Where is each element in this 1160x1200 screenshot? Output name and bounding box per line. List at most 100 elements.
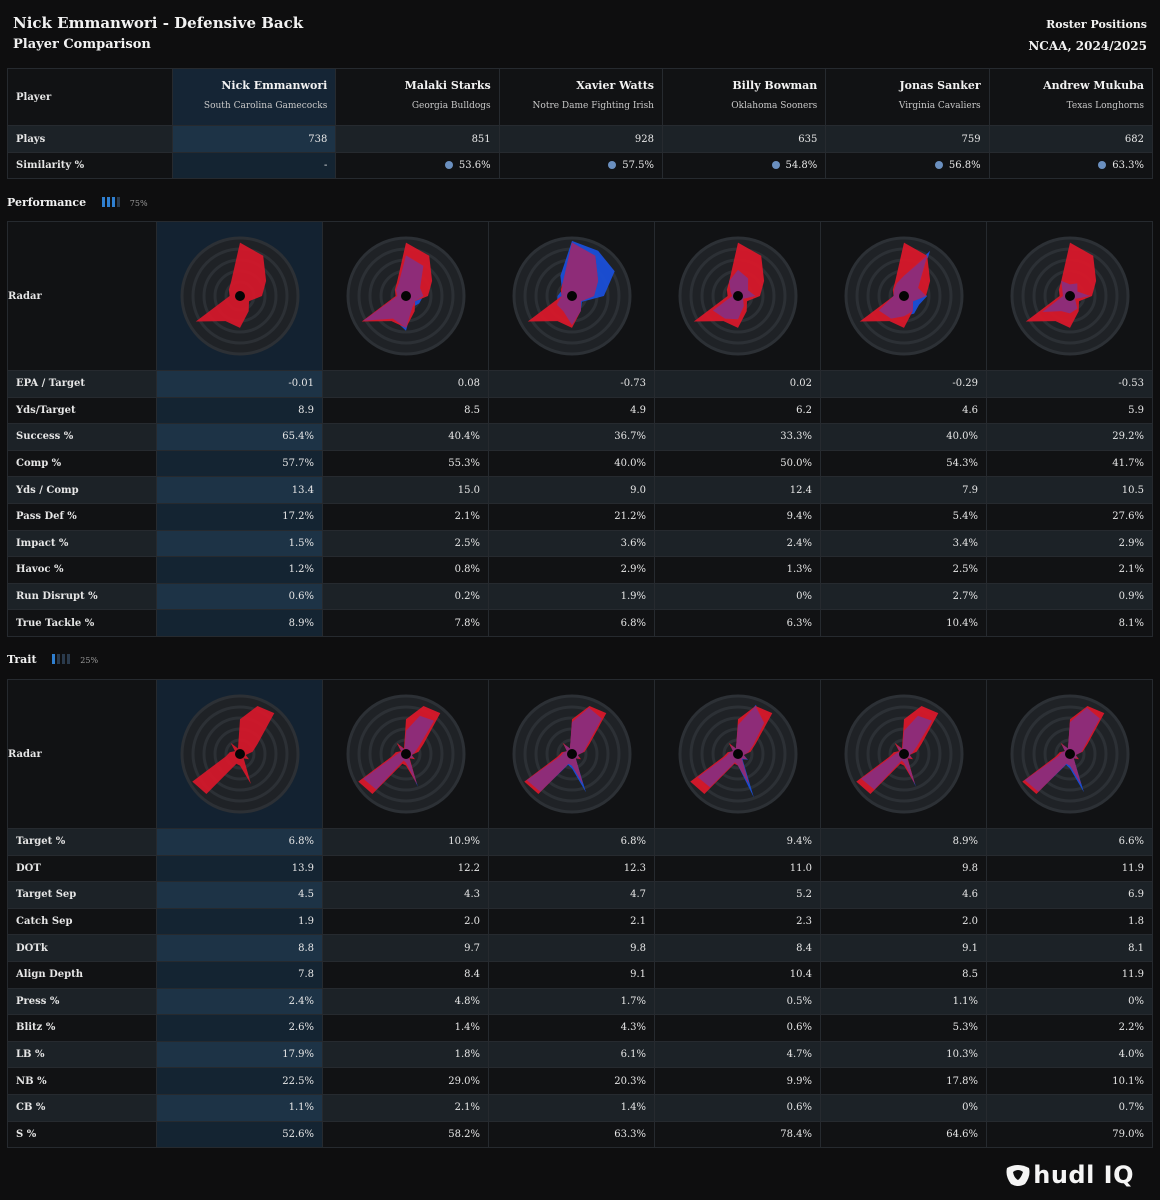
metric-value: 79.0% <box>986 1120 1153 1149</box>
player-row: Player Nick Emmanwori South Carolina Gamec… <box>7 68 1154 126</box>
metric-label: Success % <box>7 423 157 451</box>
metric-value: 63.3% <box>488 1120 655 1149</box>
hudl-emblem-icon <box>1006 1165 1030 1186</box>
metric-value: 9.1 <box>820 934 987 962</box>
metric-value: 9.8 <box>488 934 655 962</box>
radar-ring <box>523 705 620 803</box>
radar-overlap-shape <box>362 255 423 328</box>
metric-value: -0.73 <box>488 370 655 398</box>
metric-label: EPA / Target <box>7 370 157 398</box>
metric-value: 1.5% <box>156 529 323 558</box>
radar-chart <box>180 694 299 814</box>
metric-value: 11.9 <box>986 854 1153 883</box>
radar-overlap-shape <box>878 255 927 319</box>
metric-row: Press % 2.4% 4.8% 1.7% 0.5% 1.1% 0% <box>7 987 1153 1016</box>
radar-center <box>898 749 909 759</box>
metric-value: 7.9 <box>820 476 987 504</box>
player-column-header[interactable]: Billy Bowman Oklahoma Sooners <box>661 68 827 126</box>
metric-value: 1.7% <box>488 987 655 1016</box>
metric-value: 64.6% <box>820 1120 987 1149</box>
radar-cell <box>986 221 1153 371</box>
metric-value: 10.5 <box>986 476 1153 504</box>
metric-value: 10.3% <box>820 1040 987 1069</box>
metric-value: 10.4 <box>654 960 821 989</box>
metric-value: 9.9% <box>654 1067 821 1095</box>
metric-value: 27.6% <box>986 502 1153 531</box>
weight-bar <box>116 197 120 207</box>
metric-value: 52.6% <box>156 1120 323 1149</box>
player-column-header[interactable]: Xavier Watts Notre Dame Fighting Irish <box>498 68 663 126</box>
weight-bar <box>57 654 61 664</box>
metric-value: 2.0 <box>820 907 987 936</box>
metric-row: S % 52.6% 58.2% 63.3% 78.4% 64.6% 79.0% <box>7 1120 1153 1149</box>
player-team: Texas Longhorns <box>1066 101 1144 111</box>
trait-weight-bars <box>52 654 72 667</box>
metric-value: 1.1% <box>156 1093 323 1122</box>
radar-primary-shape <box>191 706 274 794</box>
metric-value: 12.2 <box>322 854 489 883</box>
radar-center <box>898 291 909 301</box>
metric-value: 20.3% <box>488 1067 655 1095</box>
radar-chart <box>844 236 963 356</box>
metric-value: 21.2% <box>488 502 655 531</box>
radar-center <box>400 749 411 759</box>
metric-value: 9.1 <box>488 960 655 989</box>
metric-value: 2.4% <box>156 987 323 1016</box>
metric-value: 8.9% <box>820 828 987 856</box>
metric-label: Pass Def % <box>7 502 157 531</box>
metric-value: 2.1% <box>322 1093 489 1122</box>
metric-value: 6.3% <box>654 609 821 637</box>
similarity-cell: 53.6% <box>335 152 500 179</box>
metric-value: 12.3 <box>488 854 655 883</box>
radar-chart <box>512 236 631 356</box>
metric-value: 6.8% <box>488 609 655 637</box>
metric-value: 50.0% <box>654 449 821 478</box>
similarity-dot-icon <box>608 161 617 169</box>
metric-row: Success % 65.4% 40.4% 36.7% 33.3% 40.0% 29.2% <box>7 423 1153 451</box>
radar-ring <box>844 694 963 814</box>
radar-ring <box>346 694 465 814</box>
metric-value: 4.3 <box>322 881 489 909</box>
radar-ring <box>346 236 465 356</box>
metric-value: -0.53 <box>986 370 1153 398</box>
player-name: Xavier Watts <box>576 79 654 92</box>
player-name: Jonas Sanker <box>899 79 981 92</box>
metric-value: 9.0 <box>488 476 655 504</box>
player-column-header[interactable]: Jonas Sanker Virginia Cavaliers <box>825 68 990 126</box>
metric-value: -0.29 <box>820 370 987 398</box>
metric-row: Target % 6.8% 10.9% 6.8% 9.4% 8.9% 6.6% <box>7 828 1153 856</box>
section-performance: Performance 75% <box>7 196 148 210</box>
plays-value: 682 <box>988 125 1154 153</box>
radar-center <box>234 749 245 759</box>
metric-value: 29.0% <box>322 1067 489 1095</box>
player-header-table: Player Nick Emmanwori South Carolina Gamec… <box>7 68 1154 179</box>
player-column-header[interactable]: Nick Emmanwori South Carolina Gamecocks <box>171 68 337 126</box>
section-trait-title: Trait <box>7 653 37 666</box>
similarity-value: 53.6% <box>458 160 491 171</box>
metric-value: 0.9% <box>986 582 1153 611</box>
player-column-header[interactable]: Malaki Starks Georgia Bulldogs <box>335 68 500 126</box>
metric-row: Run Disrupt % 0.6% 0.2% 1.9% 0% 2.7% 0.9% <box>7 582 1153 611</box>
metric-value: 2.9% <box>488 556 655 584</box>
radar-ring <box>678 694 797 814</box>
radar-ring <box>180 694 299 814</box>
radar-ring <box>512 694 631 814</box>
plays-value: 928 <box>498 125 663 153</box>
metric-row: CB % 1.1% 2.1% 1.4% 0.6% 0% 0.7% <box>7 1093 1153 1122</box>
metric-value: 17.8% <box>820 1067 987 1095</box>
radar-chart <box>346 236 465 356</box>
metric-row: Pass Def % 17.2% 2.1% 21.2% 9.4% 5.4% 27.6% <box>7 502 1153 531</box>
player-column-header[interactable]: Andrew Mukuba Texas Longhorns <box>988 68 1154 126</box>
weight-bar <box>111 197 115 207</box>
metric-value: 78.4% <box>654 1120 821 1149</box>
metric-value: 22.5% <box>156 1067 323 1095</box>
radar-overlap-shape <box>556 242 598 325</box>
radar-chart <box>1010 694 1129 814</box>
player-name: Nick Emmanwori <box>221 79 328 92</box>
metric-value: 0.2% <box>322 582 489 611</box>
radar-ring <box>855 705 952 803</box>
metric-label: Run Disrupt % <box>7 582 157 611</box>
radar-center <box>732 291 743 301</box>
radar-ring <box>1010 236 1129 356</box>
similarity-dot-icon <box>771 161 780 169</box>
